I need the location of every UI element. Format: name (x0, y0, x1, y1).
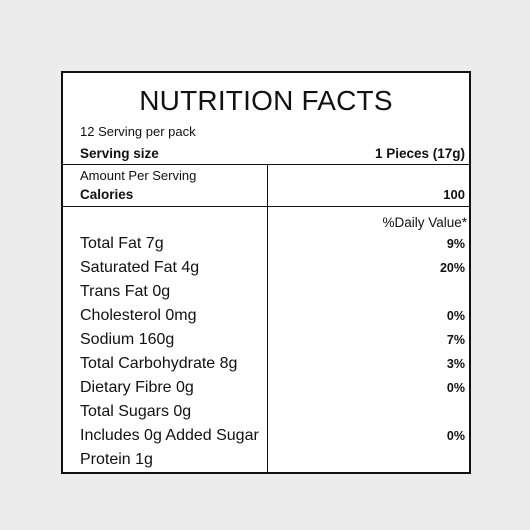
nutrient-total-sugars: Total Sugars 0g (80, 403, 192, 420)
dv-total-carbohydrate: 3% (446, 357, 465, 371)
serving-size-row: Serving size 1 Pieces (17g) (80, 145, 465, 162)
nutrient-sodium: Sodium 160g (80, 331, 175, 348)
dv-trans-fat (270, 280, 465, 304)
divider-calories (63, 206, 469, 207)
dv-dietary-fibre: 0% (446, 381, 465, 395)
nutrient-saturated-fat: Saturated Fat 4g (80, 259, 200, 276)
nutrient-protein: Protein 1g (80, 451, 153, 468)
column-divider (267, 164, 268, 472)
dv-sodium: 7% (446, 333, 465, 347)
servings-per-pack: 12 Serving per pack (80, 124, 196, 139)
daily-value-list: 9% 20% 0% 7% 3% 0% 0% (270, 232, 465, 472)
label-title: NUTRITION FACTS (139, 85, 393, 116)
nutrient-total-fat: Total Fat 7g (80, 235, 164, 252)
daily-value-header: %Daily Value* (382, 215, 467, 230)
nutrient-total-carbohydrate: Total Carbohydrate 8g (80, 355, 238, 372)
serving-size-value: 1 Pieces (17g) (374, 146, 465, 161)
dv-total-fat: 9% (446, 237, 465, 251)
nutrient-trans-fat: Trans Fat 0g (80, 283, 171, 300)
amount-per-serving: Amount Per Serving (80, 168, 197, 183)
calories-value: 100 (443, 187, 465, 202)
nutrient-added-sugar: Includes 0g Added Sugar (80, 427, 259, 444)
divider-top (63, 164, 469, 165)
dv-total-sugars (270, 400, 465, 424)
dv-saturated-fat: 20% (439, 261, 465, 275)
nutrient-dietary-fibre: Dietary Fibre 0g (80, 379, 194, 396)
dv-protein (270, 448, 465, 472)
nutrient-list: Total Fat 7g Saturated Fat 4g Trans Fat … (80, 232, 266, 472)
nutrient-cholesterol: Cholesterol 0mg (80, 307, 197, 324)
dv-cholesterol: 0% (446, 309, 465, 323)
nutrition-facts-panel: NUTRITION FACTS 12 Serving per pack Serv… (61, 71, 471, 474)
dv-added-sugar: 0% (446, 429, 465, 443)
calories-label: Calories (80, 187, 134, 202)
serving-size-label: Serving size (80, 146, 159, 161)
